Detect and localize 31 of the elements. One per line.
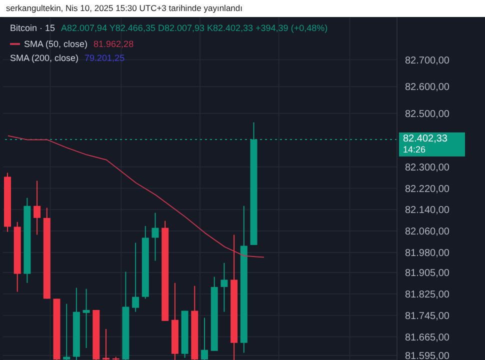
y-tick-label: 81.595,00 (405, 351, 450, 360)
text: A82.007,94 Y82.466,35 D82.007,93 K82.402,33 +394,39 (+0,48%) (61, 23, 328, 33)
annotation: 81.962,28 (94, 38, 134, 51)
y-tick-label: 81.825,00 (405, 289, 450, 300)
ref-line-label: 82.402,33 (403, 133, 448, 144)
line-series (7, 135, 265, 258)
candlestick (102, 328, 110, 360)
candlestick (82, 288, 90, 348)
y-tick-label: 82.140,00 (405, 205, 450, 216)
candlestick (132, 242, 140, 312)
candlestick (152, 212, 159, 262)
y-tick-label: 82.600,00 (405, 82, 450, 94)
y-tick-label: 81.745,00 (405, 310, 450, 322)
candlestick (201, 317, 208, 360)
text: Bitcoin · 15 (10, 23, 56, 33)
y-tick-label: 82.700,00 (405, 55, 450, 66)
y-tick-label: 81.980,00 (405, 248, 450, 259)
y-tick-label: 82.060,00 (405, 226, 450, 238)
candlestick (220, 262, 228, 312)
candlestick (34, 180, 41, 236)
text: serkangultekin, Nis 10, 2025 15:30 UTC+3 tarihinde yayınlandı (6, 3, 242, 13)
legend-label: SMA (50, close) (24, 38, 88, 51)
y-tick-label: 82.300,00 (405, 162, 450, 174)
candlestick (63, 303, 70, 360)
text: 14:26 (403, 144, 426, 154)
annotation: SMA (200, close) (10, 53, 79, 63)
y-tick-label: 82.500,00 (405, 108, 450, 120)
y-tick-label: 81.665,00 (405, 332, 450, 344)
y-tick-label: 82.220,00 (405, 184, 450, 195)
annotation: 79.201,25 (84, 53, 125, 63)
y-tick-label: 81.905,00 (405, 268, 450, 280)
